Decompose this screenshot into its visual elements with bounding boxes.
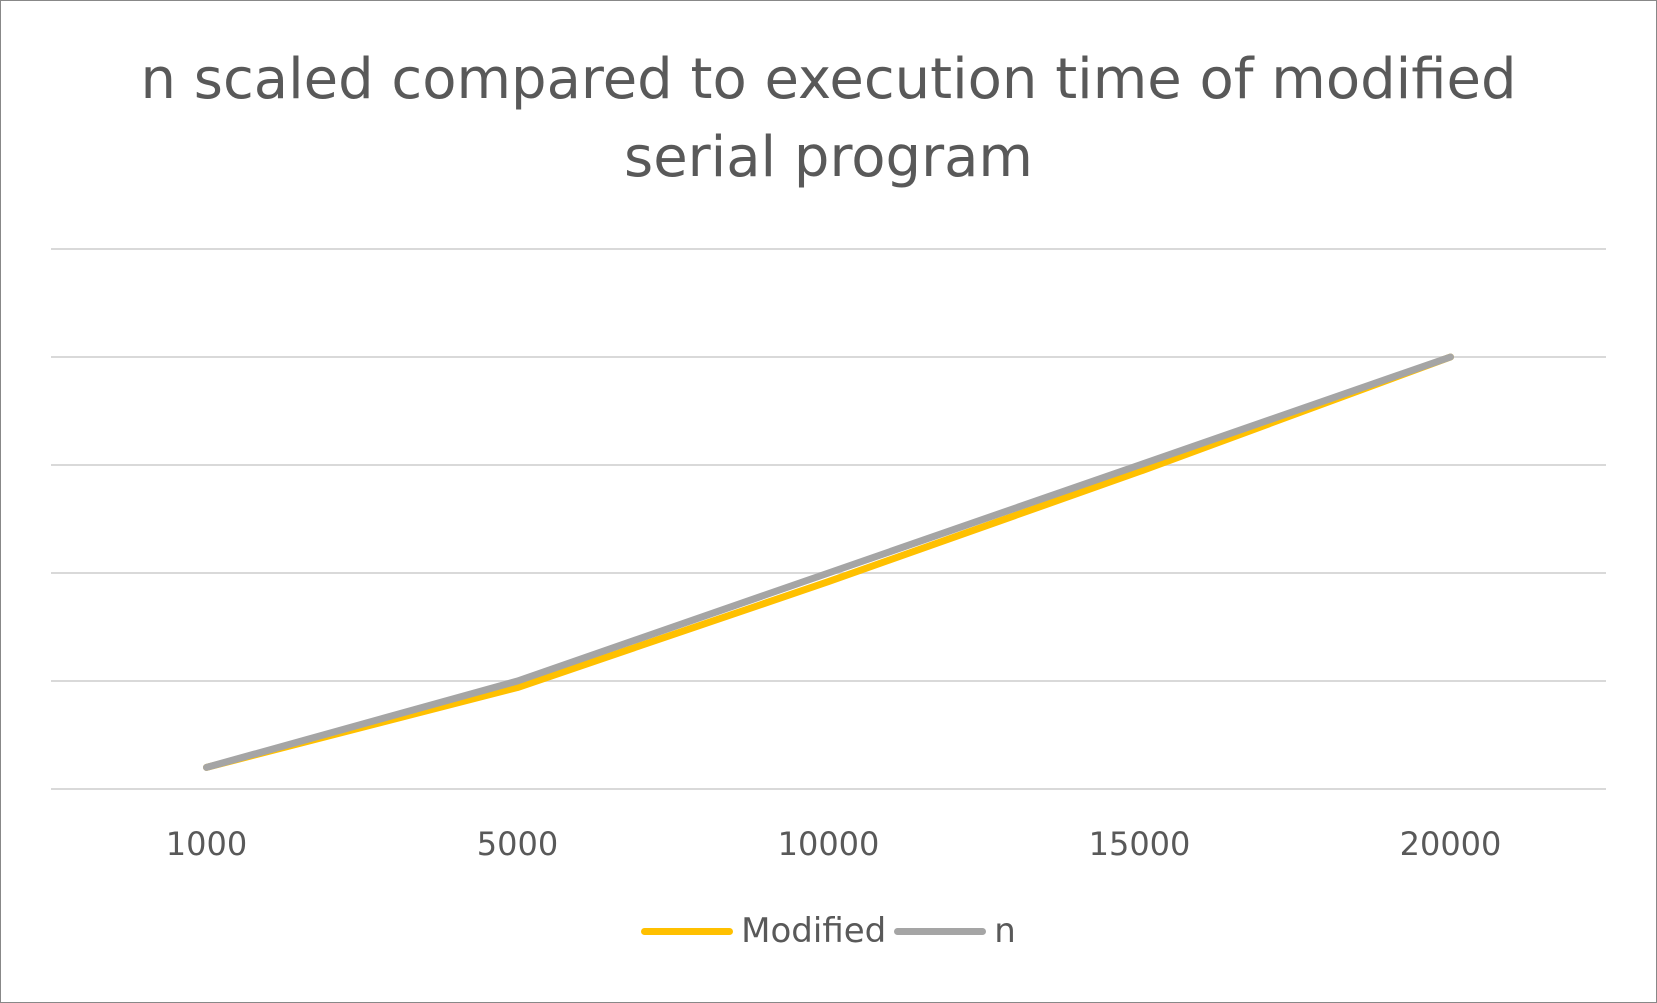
series-line-n [203, 353, 1454, 771]
x-tick-label-5000: 5000 [477, 825, 558, 863]
legend-label-n: n [994, 911, 1016, 951]
gridlines [51, 248, 1606, 790]
x-tick-label-20000: 20000 [1400, 825, 1502, 863]
x-axis-tick-labels: 1000 5000 10000 15000 20000 [166, 825, 1502, 863]
series-lines [203, 353, 1454, 771]
chart-title: n scaled compared to execution time of m… [140, 47, 1517, 190]
legend-item-modified: Modified [641, 911, 886, 951]
x-tick-label-15000: 15000 [1089, 825, 1191, 863]
legend-swatch-n [894, 927, 987, 935]
legend-label-modified: Modified [741, 911, 887, 951]
x-tick-label-10000: 10000 [778, 825, 880, 863]
x-tick-label-1000: 1000 [166, 825, 247, 863]
legend-item-n: n [894, 911, 1016, 951]
legend: Modified n [1, 906, 1656, 956]
series-line-modified [203, 353, 1454, 771]
legend-swatch-modified [641, 927, 734, 935]
